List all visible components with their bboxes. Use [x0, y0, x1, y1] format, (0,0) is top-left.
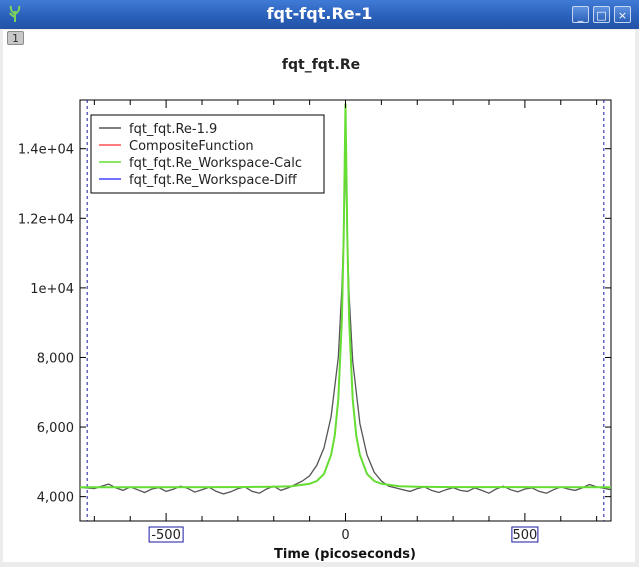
legend-label: fqt_fqt.Re_Workspace-Diff — [129, 173, 298, 188]
window-title: fqt-fqt.Re-1 — [266, 4, 373, 23]
x-axis-label: Time (picoseconds) — [274, 547, 416, 562]
y-tick-label: 1.4e+04 — [18, 143, 74, 158]
y-tick-label: 8,000 — [37, 351, 74, 366]
legend-label: fqt_fqt.Re-1.9 — [129, 122, 217, 137]
minimize-button[interactable]: _ — [572, 6, 589, 23]
x-tick-label: -500 — [151, 528, 181, 543]
maximize-button[interactable]: □ — [593, 6, 610, 23]
legend-box — [90, 114, 325, 194]
x-tick-label: 500 — [512, 528, 537, 543]
plot-index-badge[interactable]: 1 — [7, 31, 24, 45]
y-tick-label: 1.2e+04 — [18, 212, 74, 227]
y-tick-label: 4,000 — [37, 491, 74, 506]
x-tick-label: 0 — [341, 528, 349, 543]
legend[interactable]: fqt_fqt.Re-1.9 CompositeFunction fqt_fqt.R… — [90, 114, 325, 194]
app-icon — [9, 5, 21, 22]
legend-label: fqt_fqt.Re_Workspace-Calc — [129, 156, 302, 171]
x-tick-label-highlight — [511, 526, 539, 543]
y-tick-label: 6,000 — [37, 421, 74, 436]
y-tick-label: 1e+04 — [30, 282, 74, 297]
close-button[interactable]: × — [614, 6, 631, 23]
x-tick-label-highlight — [148, 526, 184, 543]
series-line-0 — [79, 141, 612, 495]
axes: 4,000 6,000 8,000 1e+04 1.2e+04 1.4e+04 -500 0 5… — [18, 100, 611, 543]
legend-label: CompositeFunction — [129, 139, 254, 154]
window-titlebar[interactable]: fqt-fqt.Re-1 _ □ × — [0, 0, 639, 29]
chart-title: fqt_fqt.Re — [282, 57, 360, 73]
